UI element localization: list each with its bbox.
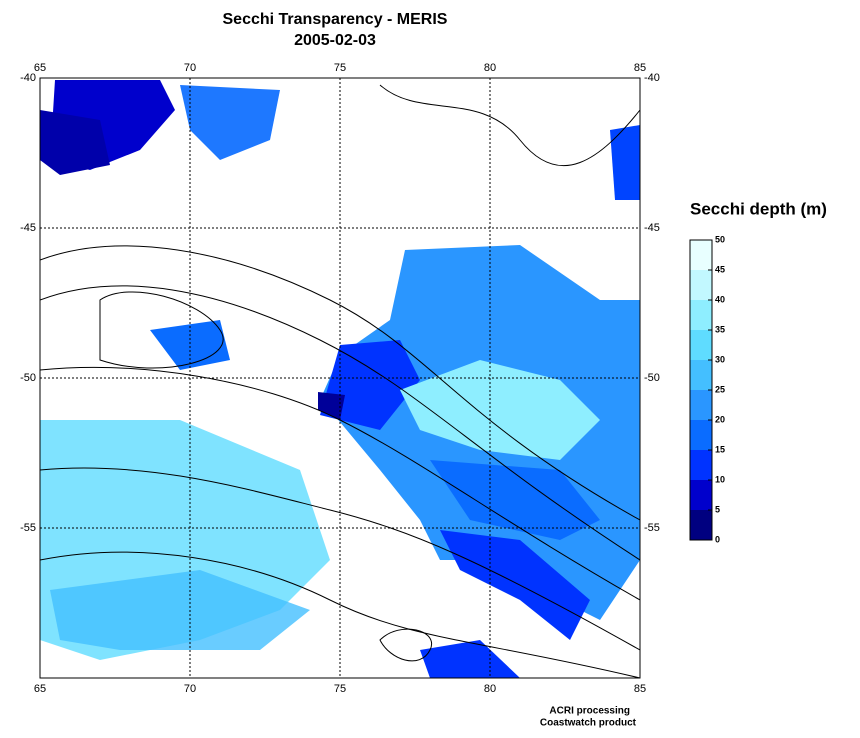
x-tick-label: 70 — [184, 62, 196, 74]
colorbar-band — [690, 300, 712, 330]
colorbar-band — [690, 360, 712, 390]
x-tick-label: 65 — [34, 62, 46, 74]
colorbar-band — [690, 510, 712, 540]
x-tick-label: 75 — [334, 62, 346, 74]
colorbar-band — [690, 420, 712, 450]
x-tick-label: 75 — [334, 683, 346, 695]
colorbar-tick-label: 20 — [715, 414, 725, 424]
x-tick-label: 85 — [634, 683, 646, 695]
colorbar-band — [690, 480, 712, 510]
colorbar-band — [690, 330, 712, 360]
colorbar-band — [690, 390, 712, 420]
credit: ACRI processing — [549, 706, 630, 717]
colorbar-tick-label: 10 — [715, 474, 725, 484]
y-tick-label: -45 — [644, 222, 660, 234]
secchi-field — [40, 80, 640, 678]
colorbar-tick-label: 0 — [715, 534, 720, 544]
x-tick-label: 65 — [34, 683, 46, 695]
colorbar-tick-label: 40 — [715, 294, 725, 304]
x-tick-label: 85 — [634, 62, 646, 74]
colorbar-tick-label: 35 — [715, 324, 725, 334]
colorbar-band — [690, 270, 712, 300]
credit: Coastwatch product — [540, 718, 637, 729]
x-tick-label: 80 — [484, 62, 496, 74]
colorbar-tick-label: 45 — [715, 264, 725, 274]
y-tick-label: -40 — [644, 72, 660, 84]
y-tick-label: -50 — [20, 372, 36, 384]
colorbar-title: Secchi depth (m) — [690, 199, 827, 218]
x-tick-label: 70 — [184, 683, 196, 695]
colorbar-tick-label: 15 — [715, 444, 725, 454]
x-tick-label: 80 — [484, 683, 496, 695]
title: Secchi Transparency - MERIS — [223, 11, 448, 28]
colorbar-tick-label: 25 — [715, 384, 725, 394]
y-tick-label: -45 — [20, 222, 36, 234]
colorbar-tick-label: 50 — [715, 234, 725, 244]
y-tick-label: -50 — [644, 372, 660, 384]
y-tick-label: -55 — [644, 522, 660, 534]
colorbar-tick-label: 5 — [715, 504, 720, 514]
colorbar-band — [690, 450, 712, 480]
y-tick-label: -55 — [20, 522, 36, 534]
subtitle: 2005-02-03 — [294, 32, 376, 49]
y-tick-label: -40 — [20, 72, 36, 84]
colorbar-tick-label: 30 — [715, 354, 725, 364]
colorbar-band — [690, 240, 712, 270]
